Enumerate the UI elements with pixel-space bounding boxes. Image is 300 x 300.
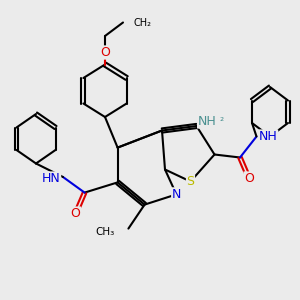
Text: CH₂: CH₂ <box>134 17 152 28</box>
Text: S: S <box>187 175 194 188</box>
Text: N: N <box>172 188 181 201</box>
Text: O: O <box>100 46 110 59</box>
Text: HN: HN <box>42 172 61 185</box>
Text: NH: NH <box>198 115 216 128</box>
Text: O: O <box>244 172 254 185</box>
Text: CH₃: CH₃ <box>96 227 115 237</box>
Text: NH: NH <box>259 130 278 143</box>
Text: ₂: ₂ <box>219 112 223 123</box>
Text: O: O <box>71 207 80 220</box>
